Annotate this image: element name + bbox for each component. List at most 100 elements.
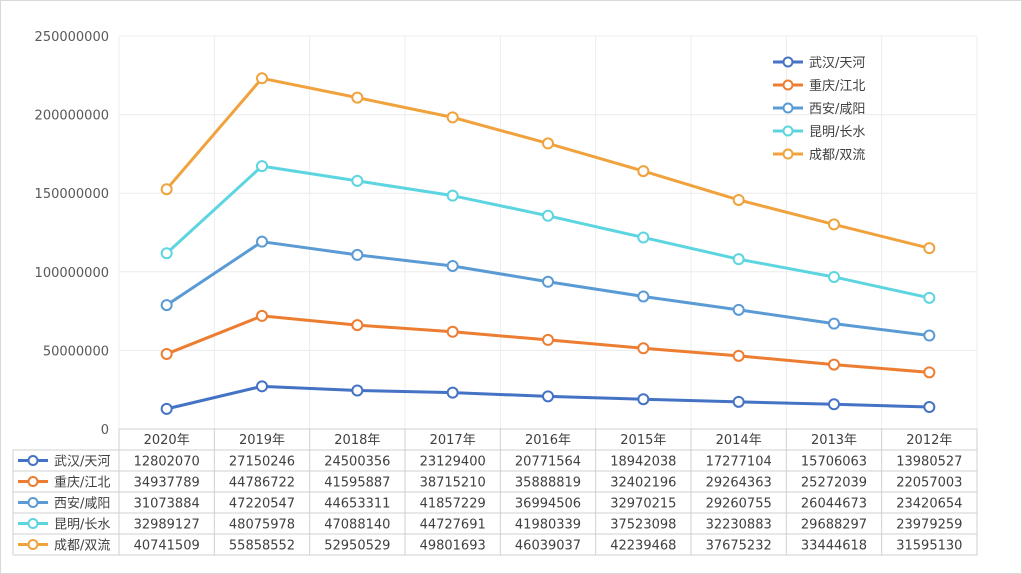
data-cell: 29688297 [801,518,867,533]
data-point [160,299,173,312]
data-cell: 23420654 [896,497,962,512]
x-category-label: 2015年 [620,433,666,448]
data-point [542,137,554,150]
legend-marker [782,125,794,137]
data-point [256,160,268,173]
y-tick-label: 200000000 [35,109,109,124]
data-point [923,329,936,342]
data-cell: 38715210 [420,476,486,491]
data-point [446,111,459,124]
data-point [732,395,745,408]
data-cell: 20771564 [515,455,581,470]
data-cell: 17277104 [706,455,772,470]
data-cell: 41857229 [420,497,486,512]
data-point [256,235,268,248]
data-point [351,248,364,261]
data-point [542,390,554,403]
data-point [542,333,554,346]
x-category-label: 2019年 [239,433,285,448]
data-cell: 32230883 [706,518,772,533]
data-point [351,319,364,332]
data-point [923,242,936,255]
data-cell: 35888819 [515,476,581,491]
data-cell: 25272039 [801,476,867,491]
data-point [160,247,173,260]
table-row: 昆明/长水 32989127 48075978 47088140 44727691 419… [18,518,962,533]
table-row: 西安/咸阳 31073884 47220547 44653311 41857229 369… [18,497,962,512]
data-cell: 31595130 [896,539,962,554]
data-point [637,393,650,406]
data-cell: 48075978 [229,518,295,533]
data-cell: 46039037 [515,539,581,554]
y-tick-label: 0 [101,423,109,438]
x-category-label: 2013年 [811,433,857,448]
data-point [923,366,936,379]
data-cell: 27150246 [229,455,295,470]
data-point [637,342,650,355]
series-1 [160,380,936,415]
x-category-label: 2014年 [716,433,762,448]
x-category-label: 2017年 [430,433,476,448]
data-cell: 41980339 [515,518,581,533]
x-category-label: 2020年 [144,433,190,448]
data-point [351,91,364,104]
data-point [446,325,459,338]
y-tick-label: 100000000 [35,266,109,281]
data-point [732,303,745,316]
table-row: 重庆/江北 34937789 44786722 41595887 38715210 358… [18,475,962,491]
legend-marker [782,56,794,68]
series-4 [160,160,936,304]
data-point [828,218,840,231]
data-point [732,193,745,206]
y-tick-label: 50000000 [43,344,109,359]
data-cell: 44653311 [324,497,390,512]
data-point [256,309,268,322]
data-point [351,174,364,187]
data-cell: 42239468 [610,539,676,554]
table-row: 武汉/天河 12802070 27150246 24500356 23129400 207… [18,455,962,470]
legend-label: 重庆/江北 [809,78,865,94]
x-category-label: 2016年 [525,433,571,448]
data-point [256,72,268,85]
data-cell: 34937789 [134,476,200,491]
data-cell: 29264363 [706,476,772,491]
legend-item: 西安/咸阳 [773,102,865,117]
data-cell: 32989127 [134,518,200,533]
row-series-label: 重庆/江北 [54,475,110,491]
row-legend-marker [27,497,39,508]
legend-marker [782,79,794,91]
data-point [828,317,840,330]
data-point [446,386,459,399]
legend-label: 武汉/天河 [809,56,865,71]
data-cell: 49801693 [420,539,486,554]
legend-label: 昆明/长水 [809,125,865,140]
legend-item: 昆明/长水 [773,125,865,140]
y-tick-label: 250000000 [35,30,109,45]
data-point [637,165,650,178]
x-category-label: 2012年 [906,433,952,448]
data-cell: 33444618 [801,539,867,554]
data-cell: 31073884 [134,497,200,512]
data-point [732,253,745,266]
data-point [828,358,840,371]
data-cell: 26044673 [801,497,867,512]
data-point [542,275,554,288]
data-cell: 40741509 [134,539,200,554]
legend-label: 成都/双流 [809,148,865,163]
data-cell: 47088140 [324,518,390,533]
x-category-label: 2018年 [334,433,380,448]
data-point [637,290,650,303]
row-legend-marker [27,518,39,529]
legend-label: 西安/咸阳 [809,102,865,117]
data-cell: 37523098 [610,518,676,533]
row-series-label: 昆明/长水 [54,518,110,533]
data-cell: 47220547 [229,497,295,512]
data-cell: 24500356 [324,455,390,470]
data-cell: 37675232 [706,539,772,554]
table-row: 成都/双流 40741509 55858552 52950529 49801693 460… [18,539,962,554]
legend-item: 重庆/江北 [773,78,865,94]
row-legend-marker [27,455,39,466]
